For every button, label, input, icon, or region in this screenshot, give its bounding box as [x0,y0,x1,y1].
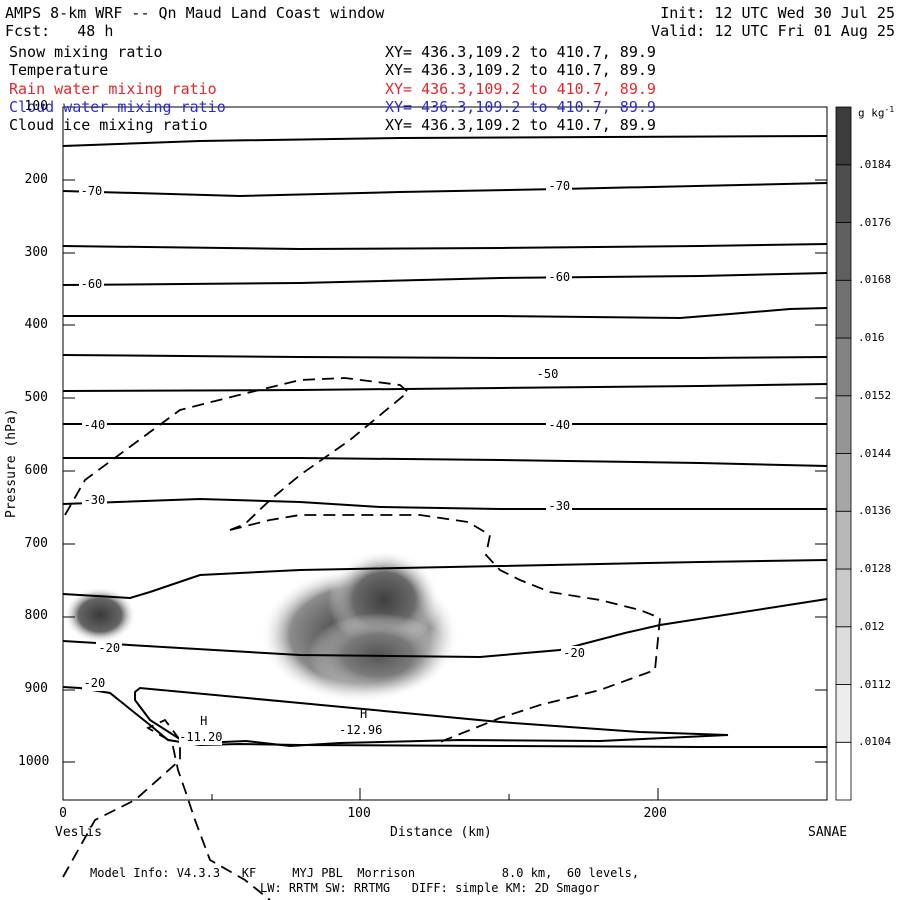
y-tick-label: 400 [24,317,48,333]
colorbar-box [835,337,852,397]
temperature-contour-label: -20 [561,646,587,662]
colorbar-label: .0112 [858,677,892,691]
colorbar-label: .0152 [858,388,892,402]
colorbar-box [835,510,852,570]
y-tick-label: 100 [24,99,48,114]
y-tick-label: 500 [24,390,48,406]
y-tick-label: 900 [24,681,48,697]
valid-time: Valid: 12 UTC Fri 01 Aug 25 [651,22,895,40]
field-name: Rain water mixing ratio [9,80,217,98]
plot-frame [62,106,828,801]
y-tick-label: 300 [24,244,48,260]
y-tick-label: 1000 [18,754,50,769]
y-tick-label: 700 [24,535,48,551]
colorbar-box [835,453,852,512]
temperature-contour-label: -20 [96,641,123,657]
cloud-ice-contours [62,377,661,900]
x-right-endpoint: SANAE [808,825,848,840]
minimum-value: -11.20 [179,729,223,745]
chart-title: AMPS 8-km WRF -- Qn Maud Land Coast wind… [5,4,385,22]
minimum-marker: H [200,713,208,728]
temperature-contour-label: -60 [546,270,573,286]
temperature-contour-label: -70 [546,179,573,195]
colorbar-label: .0184 [858,157,892,171]
colorbar [835,106,852,801]
colorbar-label: .0176 [858,215,892,229]
x-axis-label: Distance (km) [390,825,492,840]
minimum-value: -12.96 [339,723,383,739]
model-info: Model Info: V4.3.3 KF MYJ PBL Morrison 8… [90,866,640,880]
x-tick-label: 0 [59,806,67,821]
colorbar-box [835,395,852,454]
model-physics: LW: RRTM SW: RRTMG DIFF: simple KM: 2D S… [260,881,600,895]
x-tick-label: 100 [347,806,371,821]
colorbar-box [835,279,852,339]
field-xy: XY= 436.3,109.2 to 410.7, 89.9 [385,61,656,79]
minimum-marker: H [360,707,368,722]
x-tick-label: 200 [643,806,667,821]
colorbar-label: .0136 [858,504,892,518]
field-name: Temperature [9,61,109,79]
field-name: Snow mixing ratio [9,43,163,61]
temperature-contour-label: -40 [81,417,108,433]
field-xy: XY= 436.3,109.2 to 410.7, 89.9 [385,116,656,134]
colorbar-label: .0128 [858,562,892,575]
field-name: Cloud ice mixing ratio [9,116,208,134]
temperature-contour-label: -30 [546,499,573,515]
field-xy: XY= 436.3,109.2 to 410.7, 89.9 [385,98,656,116]
field-xy: XY= 436.3,109.2 to 410.7, 89.9 [385,43,656,61]
field-name: Cloud water mixing ratio [9,98,226,116]
temperature-contour-label: -60 [78,277,105,293]
temperature-contour-label: -40 [546,417,573,433]
colorbar-box [835,164,852,223]
y-tick-label: 200 [24,171,48,187]
y-axis [63,179,827,763]
colorbar-box [835,684,852,743]
colorbar-label: .0144 [858,446,892,460]
y-axis-label: Pressure (hPa) [4,408,19,518]
temperature-contour-label: -20 [81,676,108,692]
snow-shading [64,550,460,703]
colorbar-label: .0168 [858,273,892,287]
colorbar-box [835,568,852,628]
colorbar-box [835,626,852,685]
colorbar-box [835,106,852,166]
init-time: Init: 12 UTC Wed 30 Jul 25 [660,4,895,22]
colorbar-unit: g kg-1 [858,105,895,120]
temperature-contour-label: -30 [81,493,108,509]
temperature-contours [62,135,828,748]
colorbar-label: .016 [858,331,885,344]
colorbar-box [835,741,852,801]
x-left-endpoint: Veslis [55,825,102,840]
y-tick-label: 600 [24,462,48,478]
y-tick-label: 800 [24,608,48,624]
x-axis [62,788,659,800]
temperature-contour-label: -50 [534,366,561,382]
colorbar-label: .012 [858,619,885,633]
colorbar-box [835,222,852,281]
colorbar-label: .0104 [858,735,892,749]
field-xy: XY= 436.3,109.2 to 410.7, 89.9 [385,80,656,98]
forecast-hour: Fcst: 48 h [5,22,114,40]
temperature-contour-label: -70 [78,184,105,200]
